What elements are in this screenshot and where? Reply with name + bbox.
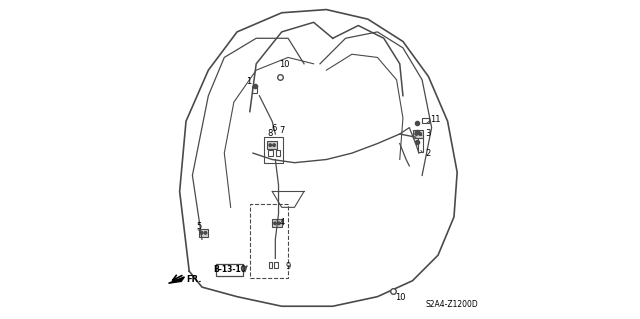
Text: 11: 11 xyxy=(430,115,440,124)
Bar xyxy=(413,130,423,138)
Bar xyxy=(276,150,280,156)
Text: 7: 7 xyxy=(280,126,285,135)
Bar xyxy=(268,141,277,149)
Text: 3: 3 xyxy=(425,129,431,137)
Text: 9: 9 xyxy=(286,262,291,271)
Bar xyxy=(418,135,423,152)
Bar xyxy=(269,262,273,268)
Text: FR.: FR. xyxy=(187,275,202,284)
Text: 6: 6 xyxy=(271,124,276,133)
Polygon shape xyxy=(168,277,184,283)
Bar xyxy=(250,204,288,278)
Bar xyxy=(264,137,284,163)
Text: 10: 10 xyxy=(280,60,290,69)
Bar xyxy=(275,262,278,268)
Bar xyxy=(268,150,273,156)
Circle shape xyxy=(200,232,203,234)
Text: 1: 1 xyxy=(246,77,252,85)
Text: 2: 2 xyxy=(425,149,431,158)
Bar xyxy=(252,86,257,93)
Circle shape xyxy=(274,222,276,225)
Text: 8: 8 xyxy=(267,129,272,137)
Circle shape xyxy=(269,144,271,146)
Text: S2A4-Z1200D: S2A4-Z1200D xyxy=(425,300,478,309)
Text: B-13-10: B-13-10 xyxy=(214,265,246,274)
Bar xyxy=(272,219,282,227)
Text: 5: 5 xyxy=(196,222,202,231)
Text: 10: 10 xyxy=(396,293,406,302)
Circle shape xyxy=(204,232,207,234)
Bar xyxy=(216,264,243,276)
Circle shape xyxy=(419,133,422,135)
Bar xyxy=(422,118,429,123)
Text: 4: 4 xyxy=(279,218,284,227)
Circle shape xyxy=(273,144,275,146)
Circle shape xyxy=(415,133,418,135)
Circle shape xyxy=(278,222,280,225)
Bar xyxy=(199,229,209,237)
